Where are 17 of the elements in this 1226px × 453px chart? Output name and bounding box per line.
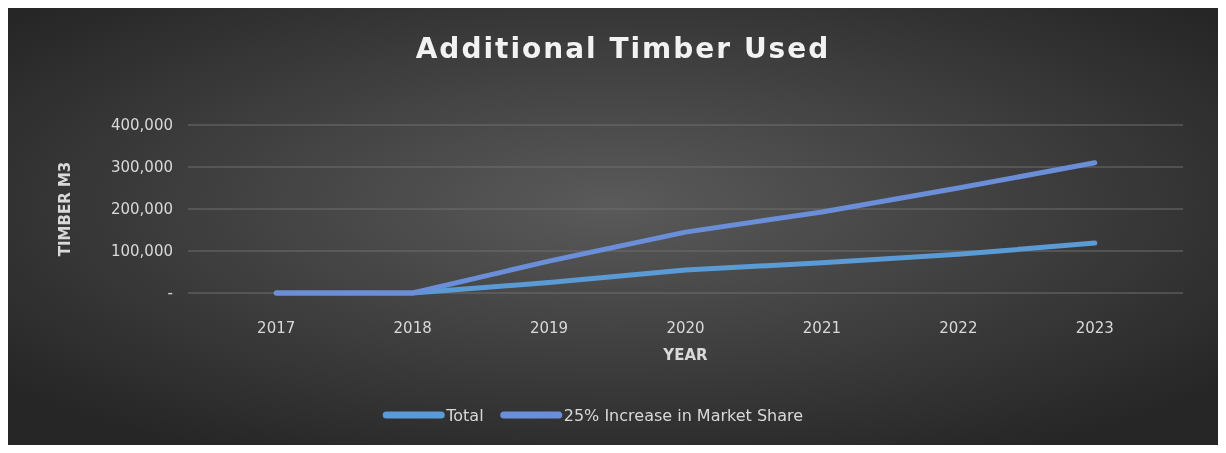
legend-label: 25% Increase in Market Share	[563, 406, 804, 425]
x-tick-label: 2017	[257, 319, 296, 337]
x-tick-label: 2019	[529, 319, 569, 337]
x-tick-label: 2018	[393, 319, 432, 337]
y-tick-label: 400,000	[110, 116, 173, 134]
y-tick-label: 200,000	[110, 200, 173, 218]
y-tick-label: -	[167, 284, 173, 302]
y-tick-label: 300,000	[110, 158, 173, 176]
x-tick-label: 2020	[666, 319, 705, 337]
y-tick-label: 100,000	[110, 242, 173, 260]
legend-label: Total	[445, 406, 484, 425]
chart-title: Additional Timber Used	[415, 32, 831, 65]
y-axis-title: TIMBER M3	[56, 161, 74, 257]
x-tick-label: 2021	[802, 319, 842, 337]
x-tick-label: 2022	[939, 319, 978, 337]
x-axis-title: YEAR	[662, 346, 709, 364]
x-tick-label: 2023	[1075, 319, 1114, 337]
